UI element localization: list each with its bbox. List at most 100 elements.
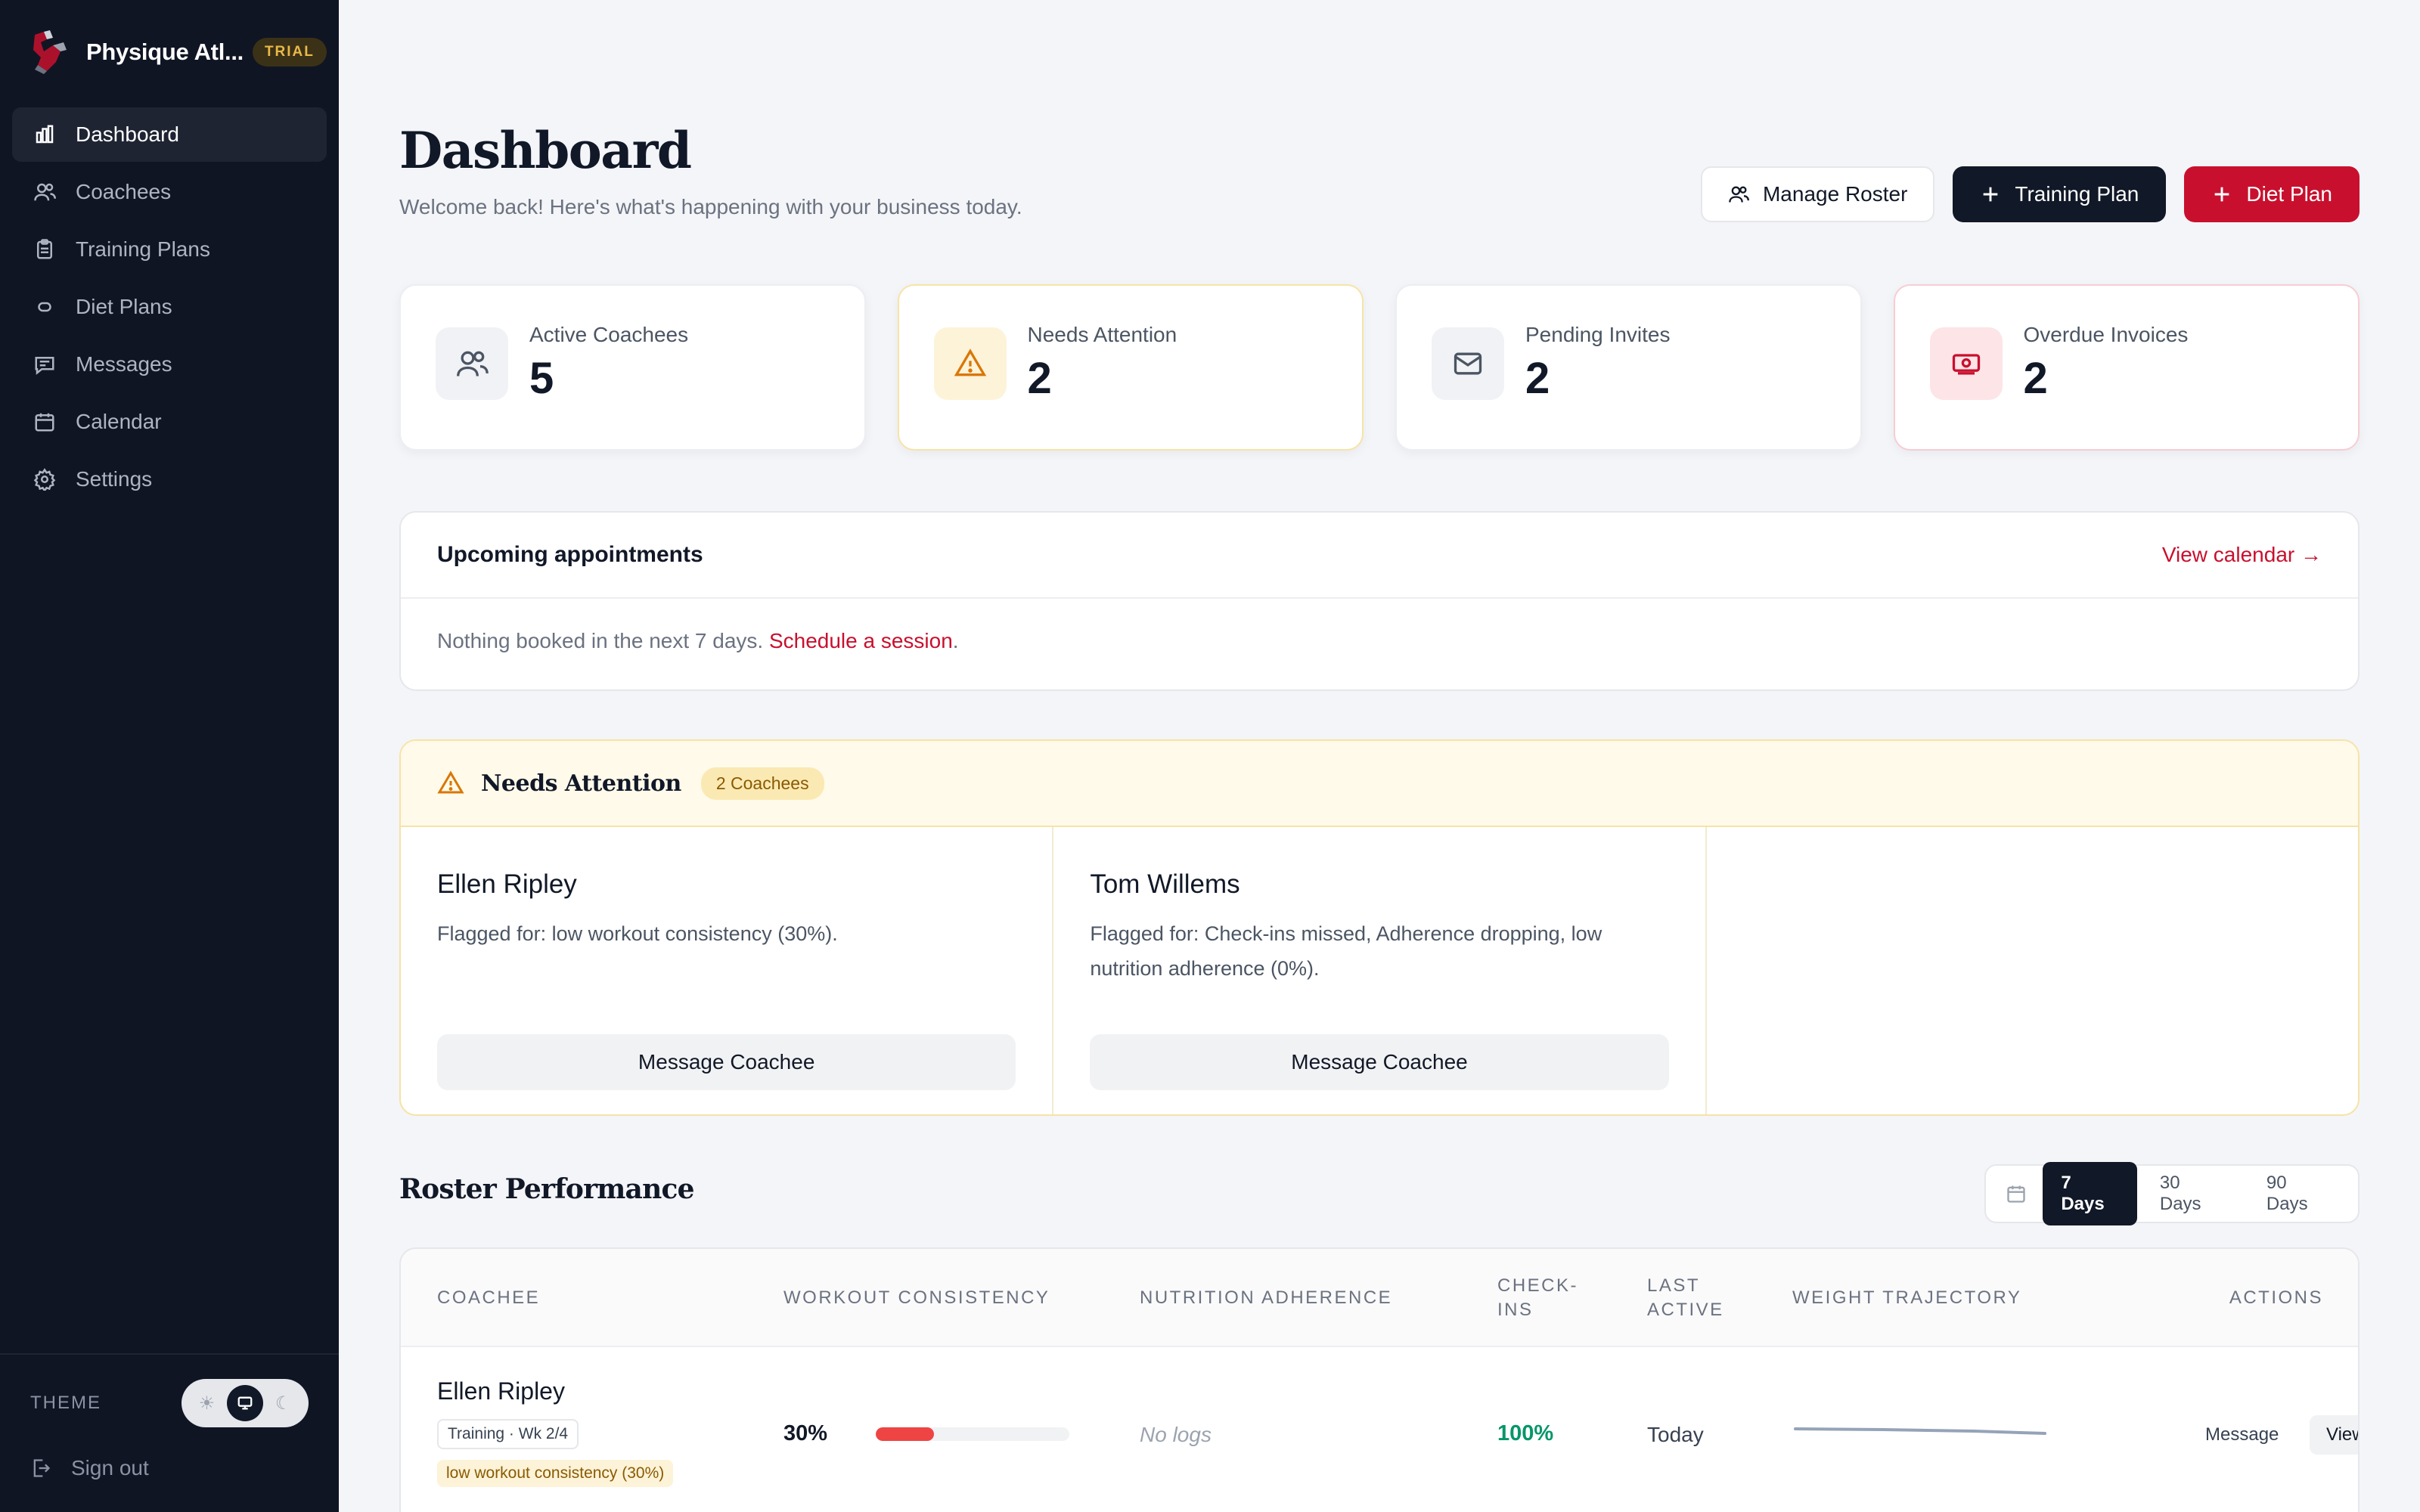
- nutrition-value: No logs: [1140, 1423, 1212, 1446]
- stat-value: 5: [529, 353, 554, 403]
- coachee-name[interactable]: Ellen Ripley: [437, 1377, 565, 1405]
- coachee-name: Ellen Ripley: [437, 869, 577, 899]
- stat-value: 2: [1525, 353, 1550, 403]
- coachee-name: Tom Willems: [1090, 869, 1240, 899]
- attention-item: Tom Willems Flagged for: Check-ins misse…: [1053, 827, 1707, 1114]
- stat-card-needs-attention[interactable]: Needs Attention 2: [897, 284, 1364, 451]
- table-header: COACHEE WORKOUT CONSISTENCY NUTRITION AD…: [401, 1249, 2358, 1347]
- workout-progress-bar: [876, 1427, 1069, 1441]
- schedule-session-link[interactable]: Schedule a session: [768, 629, 953, 652]
- needs-attention-title: Needs Attention: [481, 770, 681, 797]
- pill-icon: [33, 296, 56, 318]
- stat-card-overdue-invoices[interactable]: Overdue Invoices 2: [1893, 284, 2360, 451]
- monitor-icon[interactable]: [226, 1385, 263, 1421]
- stat-label: Needs Attention: [1027, 322, 1177, 346]
- calendar-icon: [1993, 1183, 2038, 1204]
- appointments-empty-state: Nothing booked in the next 7 days. Sched…: [401, 599, 2358, 683]
- roster-performance-title: Roster Performance: [399, 1173, 694, 1205]
- sign-out-icon: [33, 1459, 51, 1477]
- theme-toggle[interactable]: ☀ ☾: [182, 1379, 309, 1427]
- coachee-count-badge: 2 Coachees: [700, 767, 824, 800]
- needs-attention-card: Needs Attention 2 Coachees Ellen Ripley …: [399, 739, 2360, 1116]
- sidebar-item-label: Calendar: [76, 410, 162, 433]
- roster-table: COACHEE WORKOUT CONSISTENCY NUTRITION AD…: [399, 1247, 2360, 1512]
- bar-chart-icon: [33, 123, 56, 146]
- sidebar-item-training-plans[interactable]: Training Plans: [12, 222, 327, 277]
- add-diet-plan-button[interactable]: Diet Plan: [2184, 166, 2360, 222]
- table-row[interactable]: Ellen Ripley Training · Wk 2/4 low worko…: [401, 1347, 2358, 1512]
- flag-reason: Flagged for: Check-ins missed, Adherence…: [1090, 922, 1602, 980]
- column-header-nutrition[interactable]: NUTRITION ADHERENCE: [1140, 1287, 1393, 1308]
- workout-progress-fill: [876, 1427, 934, 1441]
- main-content: Dashboard Welcome back! Here's what's ha…: [339, 0, 2420, 1512]
- flag-reason: Flagged for: low workout consistency (30…: [437, 922, 838, 945]
- sidebar-item-diet-plans[interactable]: Diet Plans: [12, 280, 327, 334]
- gear-icon: [33, 468, 56, 491]
- sidebar-item-messages[interactable]: Messages: [12, 337, 327, 392]
- stat-label: Pending Invites: [1525, 322, 1671, 346]
- sidebar-item-coachees[interactable]: Coachees: [12, 165, 327, 219]
- upcoming-appointments-card: Upcoming appointments View calendar → No…: [399, 511, 2360, 691]
- plan-tag: Training · Wk 2/4: [437, 1419, 579, 1449]
- stat-label: Overdue Invoices: [2023, 322, 2189, 346]
- training-plan-label: Training Plan: [2015, 182, 2139, 206]
- flag-badge: low workout consistency (30%): [437, 1460, 674, 1487]
- date-range-selector: 7 Days 30 Days 90 Days: [1984, 1162, 2360, 1225]
- stat-card-pending-invites[interactable]: Pending Invites 2: [1395, 284, 1862, 451]
- weight-trajectory-sparkline: [1794, 1427, 2046, 1435]
- stat-label: Active Coachees: [529, 322, 689, 346]
- checkins-value: 100%: [1497, 1421, 1554, 1445]
- view-calendar-link[interactable]: View calendar →: [2161, 543, 2322, 566]
- message-coachee-button[interactable]: Message Coachee: [1090, 1034, 1669, 1090]
- column-header-last-active[interactable]: LAST ACTIVE: [1647, 1275, 1724, 1320]
- manage-roster-button[interactable]: Manage Roster: [1700, 166, 1935, 222]
- range-7-days[interactable]: 7 Days: [2043, 1162, 2137, 1225]
- column-header-weight[interactable]: WEIGHT TRAJECTORY: [1792, 1287, 2022, 1308]
- theme-row: THEME ☀ ☾: [30, 1379, 309, 1427]
- column-header-workout[interactable]: WORKOUT CONSISTENCY: [783, 1287, 1050, 1308]
- message-coachee-button[interactable]: Message Coachee: [437, 1034, 1016, 1090]
- range-90-days[interactable]: 90 Days: [2266, 1173, 2308, 1214]
- sidebar-item-dashboard[interactable]: Dashboard: [12, 107, 327, 162]
- sign-out-button[interactable]: Sign out: [30, 1456, 149, 1480]
- warning-icon: [933, 327, 1007, 400]
- sidebar-item-label: Dashboard: [76, 122, 179, 146]
- sun-icon[interactable]: ☀: [198, 1393, 216, 1414]
- plus-icon: [2215, 187, 2229, 202]
- trial-badge: TRIAL: [252, 38, 327, 67]
- users-icon: [436, 327, 508, 400]
- sidebar-nav: Dashboard Coachees Training Plans Diet P…: [12, 107, 327, 510]
- column-header-checkins[interactable]: CHECK-INS: [1497, 1275, 1579, 1320]
- range-30-days[interactable]: 30 Days: [2159, 1173, 2201, 1214]
- sidebar-item-calendar[interactable]: Calendar: [12, 395, 327, 449]
- stat-card-active-coachees[interactable]: Active Coachees 5: [399, 284, 866, 451]
- column-header-coachee[interactable]: COACHEE: [437, 1287, 541, 1308]
- sidebar-item-settings[interactable]: Settings: [12, 452, 327, 507]
- appointments-empty-text: Nothing booked in the next 7 days.: [437, 629, 764, 652]
- last-active-value: Today: [1647, 1423, 1704, 1446]
- users-icon: [1729, 186, 1749, 203]
- message-row-button[interactable]: Message: [2205, 1424, 2279, 1445]
- sidebar-item-label: Messages: [76, 352, 172, 376]
- view-row-button[interactable]: View: [2310, 1415, 2358, 1455]
- brand[interactable]: Physique Atl... TRIAL: [27, 29, 327, 76]
- invoice-icon: [1929, 327, 2003, 400]
- mail-icon: [1432, 327, 1504, 400]
- clipboard-icon: [33, 238, 56, 261]
- sidebar: Physique Atl... TRIAL Dashboard Coachees…: [0, 0, 339, 1512]
- attention-empty-slot: [1707, 827, 2358, 1114]
- appointments-title: Upcoming appointments: [437, 542, 703, 567]
- brand-name: Physique Atl...: [86, 39, 244, 65]
- sidebar-item-label: Diet Plans: [76, 295, 172, 318]
- add-training-plan-button[interactable]: Training Plan: [1953, 166, 2167, 222]
- warning-icon: [437, 770, 464, 794]
- sidebar-item-label: Coachees: [76, 180, 172, 203]
- stat-value: 2: [2023, 353, 2048, 403]
- stats-row: Active Coachees 5 Needs Attention 2 Pend…: [399, 284, 2360, 451]
- header-actions: Manage Roster Training Plan Diet Plan: [1700, 166, 2360, 222]
- moon-icon[interactable]: ☾: [275, 1393, 292, 1414]
- sidebar-divider: [0, 1353, 339, 1355]
- stat-value: 2: [1027, 353, 1052, 403]
- theme-label: THEME: [30, 1393, 101, 1413]
- page-subtitle: Welcome back! Here's what's happening wi…: [399, 195, 1022, 218]
